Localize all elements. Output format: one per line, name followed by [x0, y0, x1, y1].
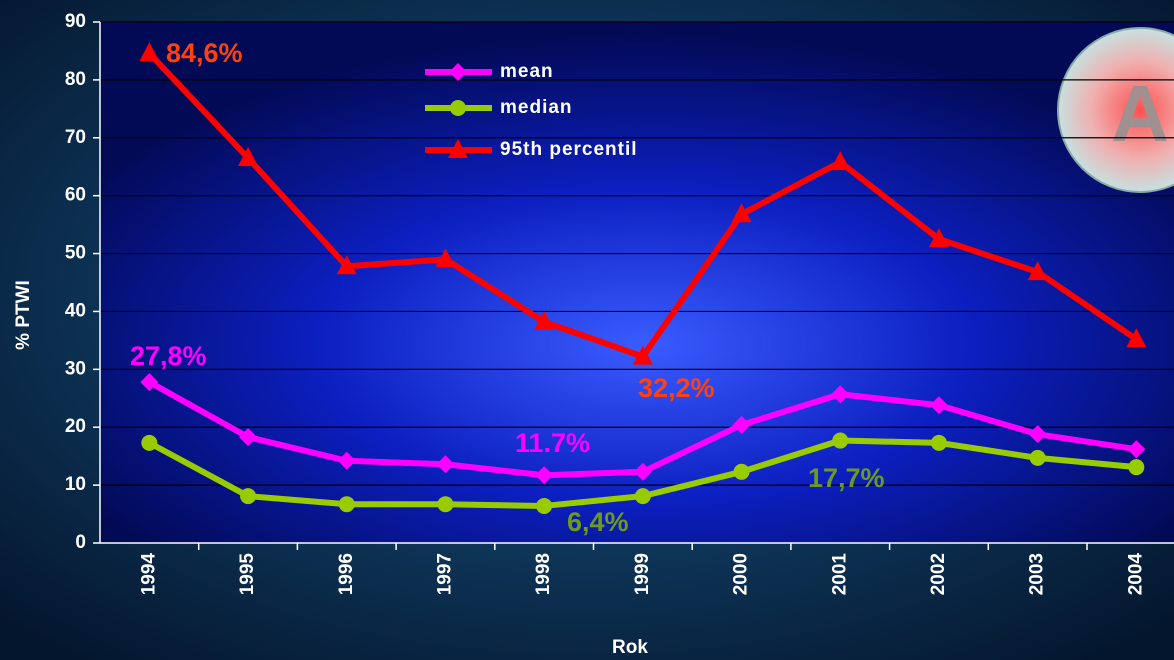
point-marker — [536, 497, 553, 514]
legend-marker — [450, 100, 466, 116]
point-marker — [336, 255, 357, 275]
point-marker — [1027, 261, 1048, 281]
annotation: 6,4% — [567, 507, 629, 537]
point-marker — [1128, 459, 1145, 476]
point-marker — [240, 488, 257, 505]
point-marker — [1029, 449, 1046, 466]
point-marker — [830, 151, 851, 171]
y-tick-label: 70 — [65, 127, 86, 148]
legend-marker — [448, 139, 468, 158]
x-tick-label: 1996 — [336, 553, 357, 595]
x-tick-label: 2004 — [1125, 553, 1146, 596]
point-marker — [238, 147, 259, 167]
y-tick-label: 20 — [65, 416, 86, 437]
annotation: 84,6% — [166, 38, 243, 68]
legend-label: 95th percentil — [500, 139, 638, 160]
point-marker — [633, 462, 652, 481]
legend-marker — [449, 63, 467, 81]
point-marker — [239, 428, 258, 447]
point-marker — [930, 434, 947, 451]
y-tick-label: 0 — [75, 532, 86, 553]
point-marker — [733, 463, 750, 480]
annotation: 11.7% — [515, 428, 590, 458]
point-marker — [436, 455, 455, 474]
point-marker — [1028, 425, 1047, 444]
y-tick-label: 40 — [65, 300, 86, 321]
point-marker — [337, 451, 356, 470]
badge-circle — [1057, 27, 1174, 193]
point-marker — [437, 496, 454, 513]
annotation: 32,2% — [638, 373, 715, 403]
legend-label: mean — [500, 61, 554, 82]
x-tick-label: 1995 — [237, 553, 258, 596]
point-marker — [534, 310, 555, 330]
legend-label: median — [500, 97, 573, 118]
x-tick-label: 2001 — [829, 553, 850, 596]
point-marker — [338, 496, 355, 513]
x-tick-label: 1994 — [138, 553, 159, 596]
point-marker — [928, 228, 949, 248]
x-tick-label: 1999 — [632, 553, 653, 595]
x-tick-label: 2003 — [1027, 553, 1048, 595]
point-marker — [1126, 328, 1147, 348]
point-marker — [832, 432, 849, 449]
point-marker — [140, 373, 159, 392]
x-tick-label: 1997 — [434, 553, 455, 595]
point-marker — [1127, 440, 1146, 459]
point-marker — [535, 466, 554, 485]
annotation: 27,8% — [130, 341, 207, 371]
y-tick-label: 60 — [65, 185, 86, 206]
y-tick-label: 10 — [65, 474, 86, 495]
point-marker — [731, 203, 752, 223]
point-marker — [929, 396, 948, 415]
point-marker — [632, 345, 653, 365]
point-marker — [732, 415, 751, 434]
x-tick-label: 2000 — [731, 553, 752, 595]
badge-letter: A — [1111, 69, 1169, 158]
plot-area — [100, 22, 1174, 543]
y-tick-label: 80 — [65, 69, 86, 90]
point-marker — [831, 385, 850, 404]
y-tick-label: 90 — [65, 11, 86, 32]
point-marker — [634, 488, 651, 505]
annotation: 17,7% — [808, 463, 885, 493]
y-tick-label: 30 — [65, 358, 86, 379]
point-marker — [139, 42, 160, 62]
x-tick-label: 1998 — [533, 553, 554, 595]
y-axis-label: % PTWI — [13, 280, 34, 350]
x-tick-label: 2002 — [928, 553, 949, 595]
point-marker — [141, 434, 158, 451]
x-axis-label: Rok — [612, 637, 648, 658]
point-marker — [435, 248, 456, 268]
y-tick-label: 50 — [65, 243, 86, 264]
